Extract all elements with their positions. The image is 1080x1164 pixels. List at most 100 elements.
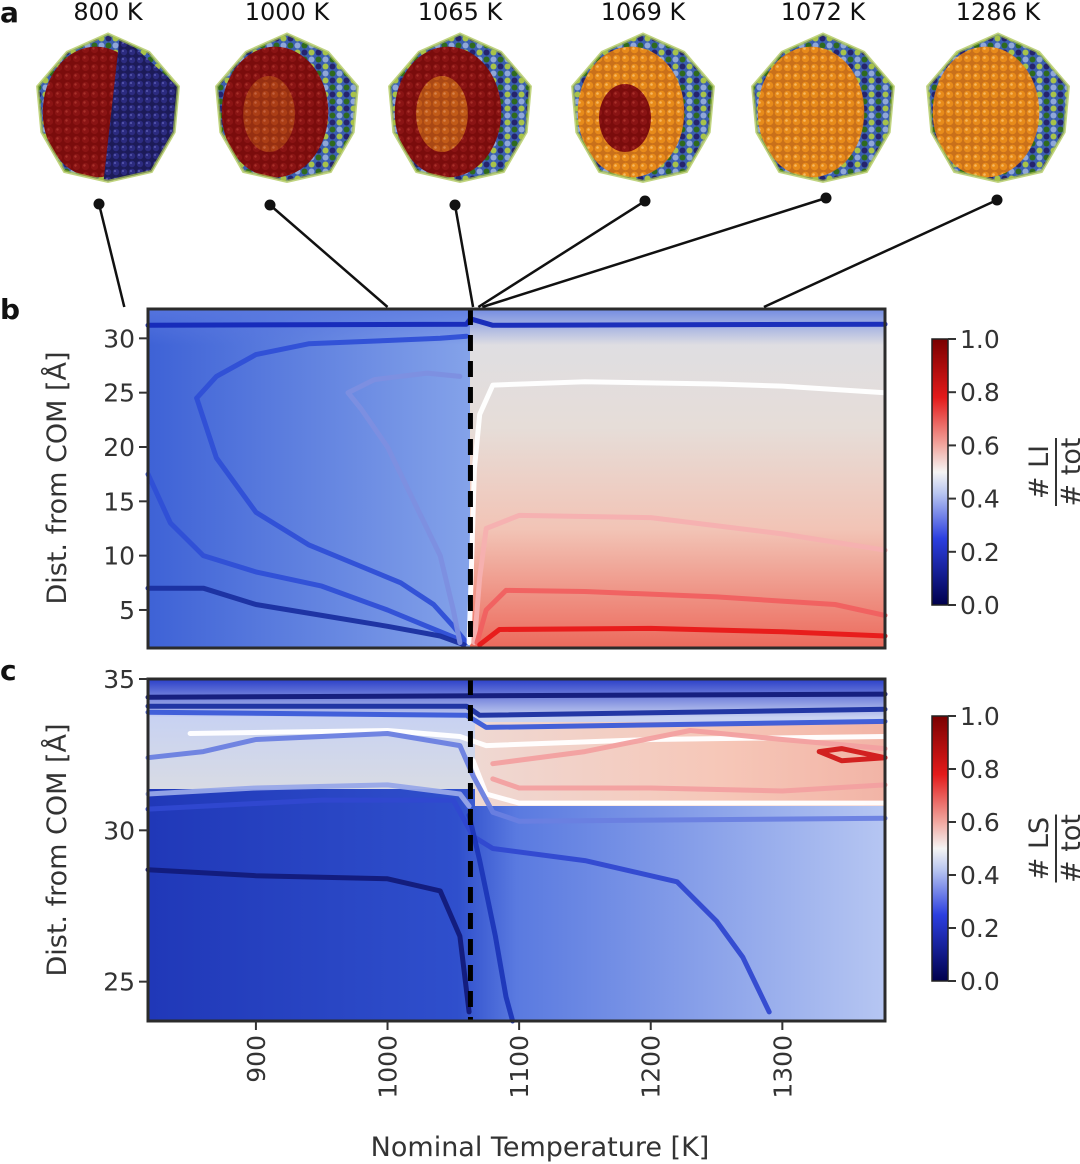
colorbar-label-numerator-c: # LS [1024,817,1055,880]
nanoparticle-core [932,46,1040,178]
heatmap-c-frame [146,677,887,1023]
snapshot-0: 800 K [36,0,180,183]
colorbar-gradient-c [931,715,949,982]
contour-line-b-1 [145,471,469,646]
y-axis-title-b: Dist. from COM [Å] [41,351,73,604]
nanoparticle-outline [751,32,895,183]
colorbar-tick-label-b-0: 0.0 [960,591,1000,620]
nanoparticle-core [757,46,865,178]
snapshot-4: 1072 K [751,0,895,183]
snapshot-connectors [93,192,1003,309]
nanoparticle [389,34,531,182]
colorbar-tick-label-c-0: 0.0 [960,967,1000,996]
y-axis-title-c: Dist. from COM [Å] [41,723,73,976]
panel-c-label: c [0,654,17,687]
snapshot-1: 1000 K [215,0,359,183]
nanoparticle-outline [926,32,1070,183]
colorbar-tick-label-c-1: 0.2 [960,914,1000,943]
snapshot-temperature-label: 1072 K [781,0,867,26]
colorbar-tick-label-c-3: 0.6 [960,808,1000,837]
nanoparticle-solid-remnant [599,84,651,152]
connector-line-3 [477,199,646,309]
y-tick-label-b-5: 5 [119,596,135,625]
contour-line-c-12 [466,812,516,1024]
colorbar-label-denominator-c: # tot [1056,814,1080,883]
y-tick-label-b-30: 30 [103,324,135,353]
y-tick-label-c-35: 35 [103,665,135,694]
panel-c: c 25 30 35 900 1000 1100 1200 1300 Dist. from … [0,654,1080,1163]
nanoparticle [216,34,358,182]
snapshot-3: 1069 K [571,0,715,183]
connector-line-2 [453,204,475,308]
connector-line-1 [269,204,389,308]
panel-b-label: b [0,293,20,326]
connector-line-0 [97,203,126,308]
snapshot-5: 1286 K [926,0,1070,183]
snapshot-temperature-label: 1069 K [601,0,687,26]
snapshot-temperature-label: 800 K [73,0,143,26]
contour-line-b-2 [194,333,469,401]
contour-line-c-9 [145,731,888,824]
y-axis-c: 25 30 35 [103,665,148,997]
colorbar-tick-label-b-1: 0.2 [960,538,1000,567]
connector-dot-3 [639,195,651,207]
contour-line-b-7 [471,512,888,646]
colorbar-tick-label-c-2: 0.4 [960,861,1000,890]
x-tick-label-900: 900 [242,1035,271,1083]
connector-dot-0 [93,198,105,210]
contour-line-c-4 [470,758,888,806]
contour-line-c-1 [145,703,888,718]
contour-line-b-5 [345,370,463,646]
y-tick-label-b-20: 20 [103,433,135,462]
nanoparticle-outline [36,32,180,183]
heatmap-b-frame [146,307,887,650]
y-tick-label-b-15: 15 [103,487,135,516]
nanoparticle-outline [571,32,715,183]
nanoparticle [37,34,179,182]
colorbar-label-numerator-b: # LI [1024,445,1055,499]
contours-b [145,316,888,648]
connector-dot-4 [820,192,832,204]
x-tick-label-1100: 1100 [505,1035,534,1099]
nanoparticle [752,34,894,182]
connector-line-5 [763,198,998,309]
connector-dot-2 [449,199,461,211]
y-tick-label-c-30: 30 [103,816,135,845]
contour-line-b-9 [477,625,888,648]
contour-line-b-8 [474,587,888,646]
nanoparticle-solid-facet [103,34,179,182]
connector-dot-5 [991,194,1003,206]
nanoparticle [572,34,714,182]
colorbar-gradient-b [931,338,949,606]
nanoparticle-snapshots: 800 K 1000 K 1065 K 1069 K 1072 K 1286 K [36,0,1070,183]
colorbar-label-c: # LS# tot [1024,814,1080,883]
contour-line-c-5 [490,728,888,767]
colorbar-tick-label-b-4: 0.8 [960,378,1000,407]
colorbar-tick-label-b-3: 0.6 [960,431,1000,460]
colorbar-tick-label-c-5: 1.0 [960,702,1000,731]
connector-dot-1 [264,199,276,211]
x-tick-label-1200: 1200 [637,1035,666,1099]
snapshot-temperature-label: 1000 K [245,0,331,26]
nanoparticle-liquid-patch [416,76,468,152]
contours-c [145,691,888,1024]
snapshot-temperature-label: 1065 K [418,0,504,26]
colorbar-label-b: # LI# tot [1024,438,1080,507]
colorbar-c: 0.0 0.2 0.4 0.6 0.8 1.0 # LS# tot [931,702,1080,996]
nanoparticle-outline [215,32,359,183]
panel-a: a 800 K 1000 K 1065 K 1069 K 1072 K 1286 K [0,0,1070,309]
y-tick-label-b-10: 10 [103,542,135,571]
x-tick-label-1000: 1000 [374,1035,403,1099]
connector-line-4 [481,196,827,309]
x-axis-title: Nominal Temperature [K] [371,1132,710,1163]
colorbar-label-denominator-b: # tot [1056,438,1080,507]
contour-line-b-4 [145,585,467,648]
panel-a-label: a [0,0,19,29]
nanoparticle-liquid-patch [243,76,295,152]
colorbar-tick-label-b-5: 1.0 [960,325,1000,354]
snapshot-2: 1065 K [388,0,532,183]
heatmap-c [145,677,888,1024]
colorbar-tick-label-b-2: 0.4 [960,485,1000,514]
